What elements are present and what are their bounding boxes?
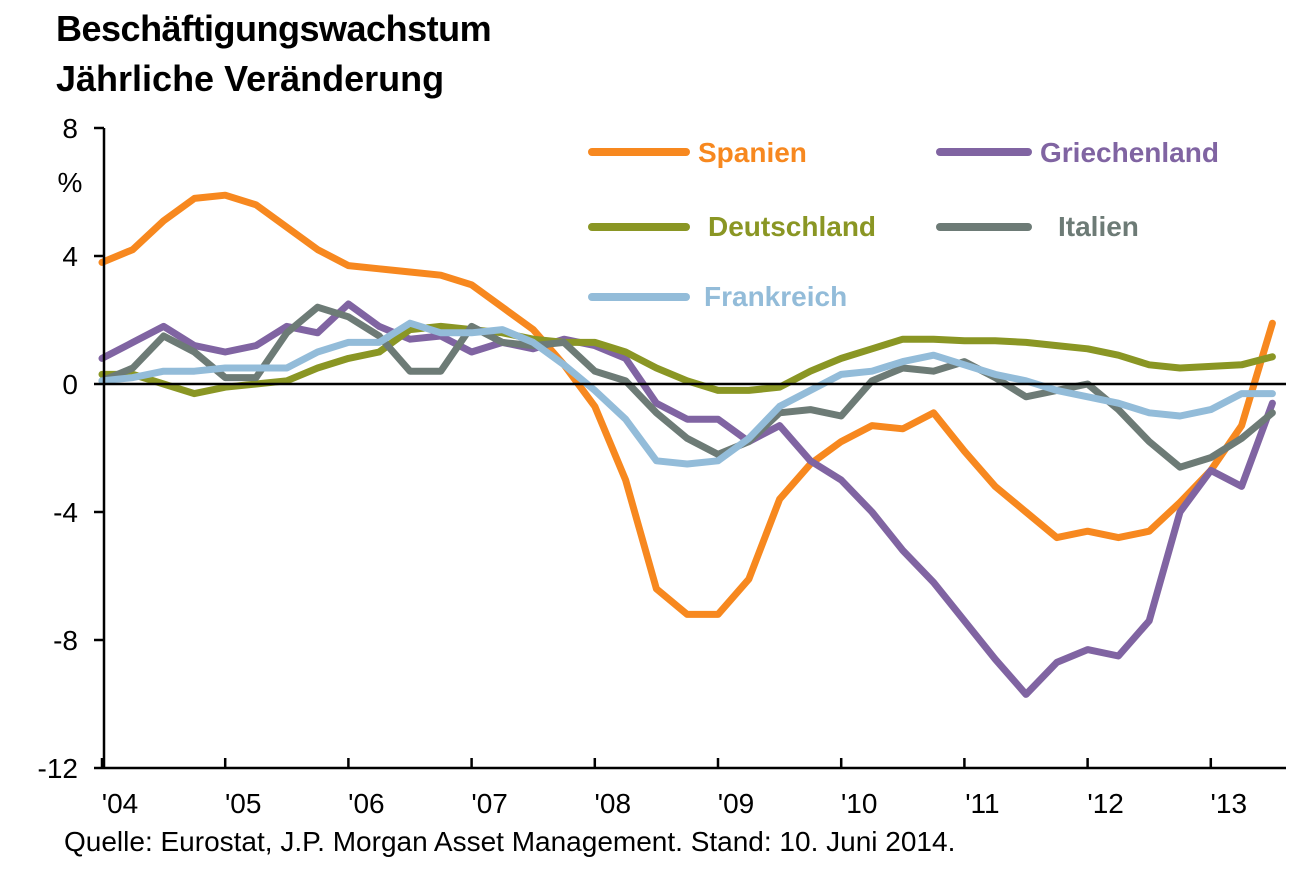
x-tick-label: '13 <box>1211 788 1248 819</box>
axes: 8 4 0 -4 -8 -12% '04 '05 '06 '07 '08 '09 '10 '11 '12 '1… <box>38 113 1286 819</box>
y-tick-label: 4 <box>62 241 78 272</box>
y-tick-label: -4 <box>53 497 78 528</box>
x-tick-label: '10 <box>841 788 878 819</box>
x-tick-label: '06 <box>348 788 385 819</box>
x-tick-label: '04 <box>102 788 139 819</box>
x-tick-label: '05 <box>225 788 262 819</box>
y-tick-label: -12 <box>38 753 78 784</box>
series-line-spanien <box>98 191 1276 618</box>
x-tick-label: '08 <box>595 788 632 819</box>
y-tick-label: 0 <box>62 369 78 400</box>
chart-subtitle: Jährliche Veränderung <box>56 58 445 99</box>
legend-label-italien: Italien <box>1058 211 1139 242</box>
legend-label-spanien: Spanien <box>698 137 807 168</box>
series-line-italien <box>98 303 1276 471</box>
legend: Spanien Griechenland Deutschland Italien Fra… <box>588 137 1219 312</box>
x-tick-label: '11 <box>965 788 999 819</box>
legend-label-deutschland: Deutschland <box>708 211 876 242</box>
x-tick-label: '09 <box>718 788 755 819</box>
series-layer <box>98 191 1276 698</box>
x-tick-label: '07 <box>471 788 508 819</box>
chart-title: Beschäftigungswachstum <box>56 8 492 49</box>
y-tick-label: -8 <box>53 625 78 656</box>
legend-label-frankreich: Frankreich <box>704 281 847 312</box>
legend-label-griechenland: Griechenland <box>1040 137 1219 168</box>
source-note: Quelle: Eurostat, J.P. Morgan Asset Mana… <box>64 826 956 857</box>
y-tick-label: 8 <box>62 113 78 144</box>
x-tick-label: '12 <box>1087 788 1124 819</box>
series-line-deutschland <box>98 322 1276 398</box>
series-line-griechenland <box>98 300 1276 698</box>
series-line-frankreich <box>98 319 1276 468</box>
y-axis-label: % <box>58 167 83 198</box>
